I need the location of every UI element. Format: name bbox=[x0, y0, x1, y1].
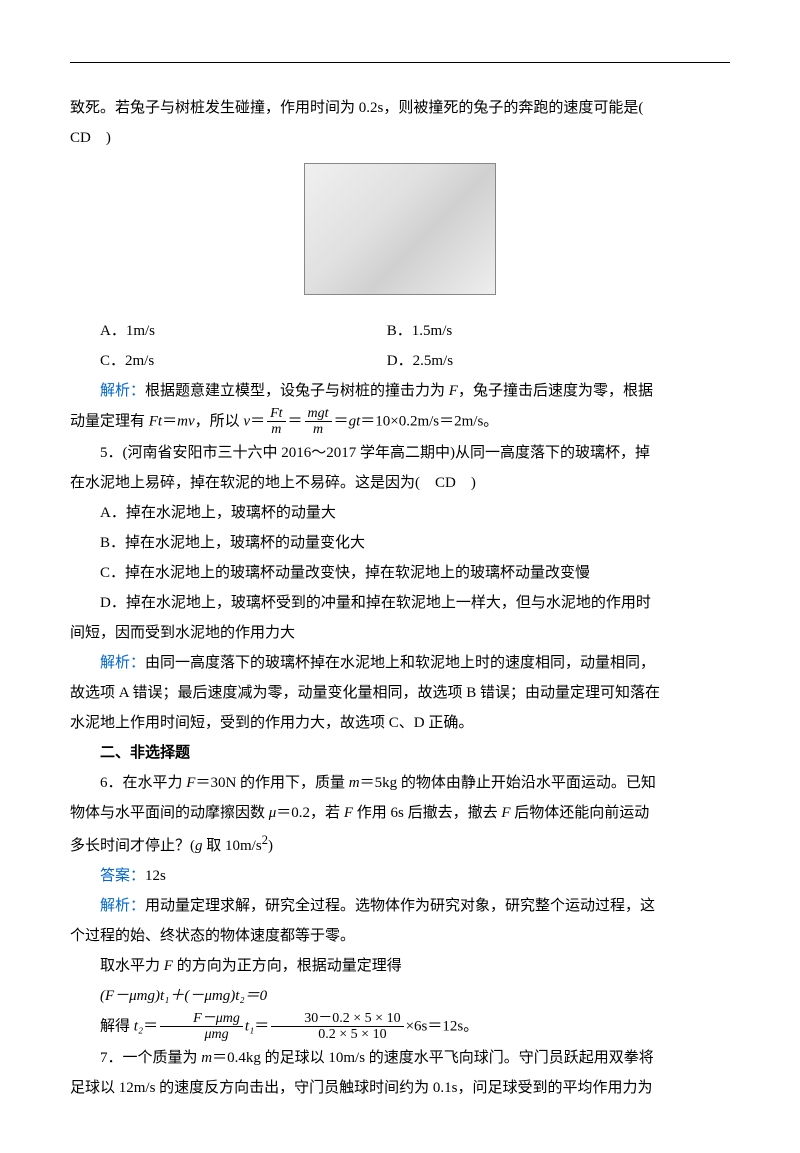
q6-var-f2: F bbox=[344, 805, 353, 821]
q4-choice-d: D．2.5m/s bbox=[387, 346, 730, 376]
q6-frac2: 30－0.2 × 5 × 100.2 × 5 × 10 bbox=[271, 1011, 403, 1043]
q6-frac1-num: F－μmg bbox=[160, 1011, 243, 1027]
q6-var-g: g bbox=[195, 838, 203, 854]
q7-s1a: 7．一个质量为 bbox=[100, 1050, 201, 1066]
q4-frac1-den: m bbox=[267, 422, 285, 437]
q7-stem1: 7．一个质量为 m＝0.4kg 的足球以 10m/s 的速度水平飞向球门。守门员… bbox=[70, 1043, 730, 1073]
q4-eq4: ＝ bbox=[334, 413, 349, 429]
q4-frac1-num: Ft bbox=[267, 406, 285, 422]
q6-s2d: 后物体还能向前运动 bbox=[511, 805, 650, 821]
q4-eq3: ＝ bbox=[288, 413, 303, 429]
q7-var-m: m bbox=[201, 1050, 212, 1066]
q7-stem2: 足球以 12m/s 的速度反方向击出，守门员触球时间约为 0.1s，问足球受到的… bbox=[70, 1073, 730, 1103]
q6-s3b: 取 10m/s bbox=[203, 838, 262, 854]
q6-exp3a: 取水平力 bbox=[100, 958, 164, 974]
top-rule bbox=[70, 62, 730, 63]
q4-choices-row1: A．1m/s B．1.5m/s bbox=[70, 316, 730, 346]
q6-s1c: ＝5kg 的物体由静止开始沿水平面运动。已知 bbox=[360, 775, 656, 791]
q6-s2a: 物体与水平面间的动摩擦因数 bbox=[70, 805, 269, 821]
q6-var-t2: t₂ bbox=[134, 1018, 143, 1034]
q6-var-f3: F bbox=[501, 805, 510, 821]
q4-figure bbox=[304, 163, 496, 295]
q4-explain-line2: 动量定理有 Ft＝mv，所以 v＝Ftm＝mgtm＝gt＝10×0.2m/s＝2… bbox=[70, 406, 730, 438]
q4-exp-c1: 动量定理有 bbox=[70, 413, 149, 429]
q6-frac2-den: 0.2 × 5 × 10 bbox=[271, 1027, 403, 1042]
q4-explain-line1: 解析：根据题意建立模型，设兔子与树桩的撞击力为 F，兔子撞击后速度为零，根据 bbox=[70, 376, 730, 406]
q4-exp-c2: ，所以 bbox=[195, 413, 244, 429]
q5-exp1: 由同一高度落下的玻璃杯掉在水泥地上和软泥地上时的速度相同，动量相同， bbox=[145, 655, 655, 671]
q4-eq1-lhs: Ft bbox=[149, 413, 162, 429]
q5-b: B．掉在水泥地上，玻璃杯的动量变化大 bbox=[70, 528, 730, 558]
q6-solve-b: ×6s＝12s。 bbox=[406, 1018, 479, 1034]
q6-s1b: ＝30N 的作用下，质量 bbox=[195, 775, 348, 791]
q5-d1: D．掉在水泥地上，玻璃杯受到的冲量和掉在软泥地上一样大，但与水泥地的作用时 bbox=[70, 588, 730, 618]
q6-ans-label: 答案： bbox=[100, 868, 145, 884]
q6-var-t1: t₁ bbox=[245, 1018, 254, 1034]
q6-stem3: 多长时间才停止？(g 取 10m/s2) bbox=[70, 828, 730, 861]
q6-ans: 12s bbox=[145, 868, 166, 884]
explain-label: 解析： bbox=[100, 383, 145, 399]
q6-exp3b: 的方向为正方向，根据动量定理得 bbox=[173, 958, 402, 974]
q6-explain2: 个过程的始、终状态的物体速度都等于零。 bbox=[70, 921, 730, 951]
q6-s3c: ) bbox=[268, 838, 273, 854]
q4-eq2: ＝ bbox=[250, 413, 265, 429]
q4-eq1-rhs: mv bbox=[177, 413, 195, 429]
q5-explain-label: 解析： bbox=[100, 655, 145, 671]
q6-explain3: 取水平力 F 的方向为正方向，根据动量定理得 bbox=[70, 951, 730, 981]
q4-var-gt: gt bbox=[349, 413, 361, 429]
q6-s2b: ＝0.2，若 bbox=[276, 805, 344, 821]
section-heading: 二、非选择题 bbox=[70, 738, 730, 768]
q6-frac2-num: 30－0.2 × 5 × 10 bbox=[271, 1011, 403, 1027]
q4-choice-b: B．1.5m/s bbox=[387, 316, 730, 346]
q4-eq1-eq: ＝ bbox=[162, 413, 177, 429]
q4-frac2: mgtm bbox=[305, 406, 332, 438]
q4-choice-c: C．2m/s bbox=[70, 346, 387, 376]
q4-intro-1: 致死。若兔子与树桩发生碰撞，作用时间为 0.2s，则被撞死的兔子的奔跑的速度可能… bbox=[70, 93, 730, 123]
q6-stem1: 6．在水平力 F＝30N 的作用下，质量 m＝5kg 的物体由静止开始沿水平面运… bbox=[70, 768, 730, 798]
q5-a: A．掉在水泥地上，玻璃杯的动量大 bbox=[70, 498, 730, 528]
q4-frac1: Ftm bbox=[267, 406, 285, 438]
q5-d2: 间短，因而受到水泥地的作用力大 bbox=[70, 618, 730, 648]
q6-s1a: 6．在水平力 bbox=[100, 775, 186, 791]
q6-frac1: F－μmgμmg bbox=[160, 1011, 243, 1043]
q5-explain2: 故选项 A 错误；最后速度减为零，动量变化量相同，故选项 B 错误；由动量定理可… bbox=[70, 678, 730, 708]
q6-solve-a: 解得 bbox=[100, 1018, 134, 1034]
q6-var-m: m bbox=[349, 775, 360, 791]
q6-s3a: 多长时间才停止？( bbox=[70, 838, 195, 854]
q5-c: C．掉在水泥地上的玻璃杯动量改变快，掉在软泥地上的玻璃杯动量改变慢 bbox=[70, 558, 730, 588]
q5-stem2: 在水泥地上易碎，掉在软泥的地上不易碎。这是因为( CD ) bbox=[70, 468, 730, 498]
q6-var-f4: F bbox=[164, 958, 173, 974]
q4-choices-row2: C．2m/s D．2.5m/s bbox=[70, 346, 730, 376]
q5-stem1: 5．(河南省安阳市三十六中 2016～2017 学年高二期中)从同一高度落下的玻… bbox=[70, 438, 730, 468]
q4-var-f: F bbox=[449, 383, 458, 399]
q7-s1b: ＝0.4kg 的足球以 10m/s 的速度水平飞向球门。守门员跃起用双拳将 bbox=[212, 1050, 654, 1066]
q5-explain3: 水泥地上作用时间短，受到的作用力大，故选项 C、D 正确。 bbox=[70, 708, 730, 738]
q6-eq-s1: ＝ bbox=[143, 1018, 158, 1034]
q6-solve: 解得 t₂＝F－μmgμmgt₁＝30－0.2 × 5 × 100.2 × 5 … bbox=[70, 1011, 730, 1043]
q6-stem2: 物体与水平面间的动摩擦因数 μ＝0.2，若 F 作用 6s 后撤去，撤去 F 后… bbox=[70, 798, 730, 828]
q4-figure-wrap bbox=[70, 163, 730, 306]
q6-eq-line: (F－μmg)t₁＋(－μmg)t₂＝0 bbox=[70, 981, 730, 1011]
q6-answer: 答案：12s bbox=[70, 861, 730, 891]
q4-intro-2: CD ) bbox=[70, 123, 730, 153]
q5-explain1: 解析：由同一高度落下的玻璃杯掉在水泥地上和软泥地上时的速度相同，动量相同， bbox=[70, 648, 730, 678]
q6-s2c: 作用 6s 后撤去，撤去 bbox=[353, 805, 501, 821]
q4-frac2-den: m bbox=[305, 422, 332, 437]
q6-eq-s2: ＝ bbox=[254, 1018, 269, 1034]
q4-exp-c4: ＝10×0.2m/s＝2m/s。 bbox=[360, 413, 498, 429]
q6-explain-label: 解析： bbox=[100, 898, 145, 914]
q4-exp-p2: ，兔子撞击后速度为零，根据 bbox=[458, 383, 653, 399]
q4-frac2-num: mgt bbox=[305, 406, 332, 422]
q6-exp1: 用动量定理求解，研究全过程。选物体作为研究对象，研究整个运动过程，这 bbox=[145, 898, 655, 914]
q4-choice-a: A．1m/s bbox=[70, 316, 387, 346]
q6-explain1: 解析：用动量定理求解，研究全过程。选物体作为研究对象，研究整个运动过程，这 bbox=[70, 891, 730, 921]
q4-exp-p1: 根据题意建立模型，设兔子与树桩的撞击力为 bbox=[145, 383, 449, 399]
q6-frac1-den: μmg bbox=[160, 1027, 243, 1042]
